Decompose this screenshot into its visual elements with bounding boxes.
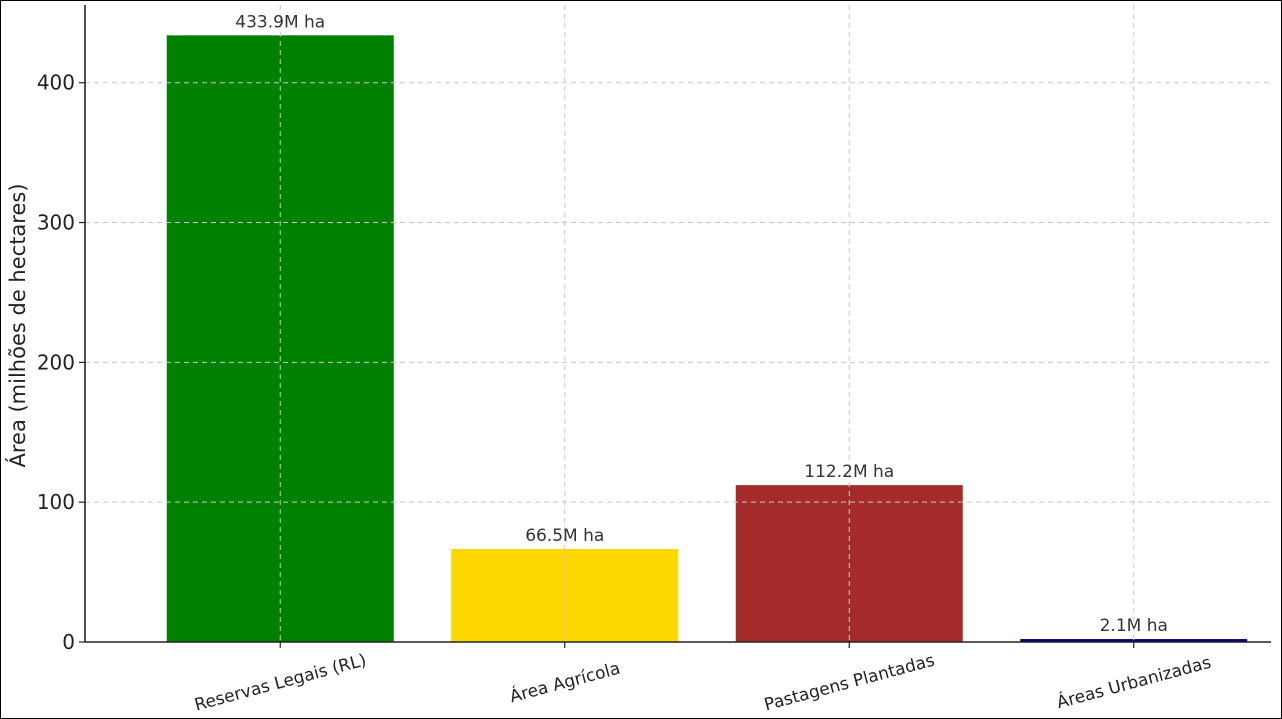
y-tick-label-1: 100 <box>37 490 75 514</box>
bar-3 <box>1020 639 1248 642</box>
data-label-2: 112.2M ha <box>804 462 894 482</box>
y-tick-label-2: 200 <box>37 350 75 374</box>
data-label-3: 2.1M ha <box>1100 616 1168 636</box>
data-label-1: 66.5M ha <box>525 526 604 546</box>
y-tick-label-3: 300 <box>37 211 75 235</box>
grid-layer <box>85 5 1271 642</box>
x-tick-label-0: Reservas Legais (RL) <box>192 650 368 715</box>
x-tick-label-1: Área Agrícola <box>507 657 622 708</box>
axes-layer <box>79 5 1271 648</box>
y-tick-label-0: 0 <box>62 630 75 654</box>
y-axis-title: Área (milhões de hectares) <box>5 183 30 467</box>
x-tick-label-3: Áreas Urbanizadas <box>1054 651 1213 713</box>
y-tick-label-4: 400 <box>37 71 75 95</box>
x-tick-label-2: Pastagens Plantadas <box>762 651 937 716</box>
bars-layer <box>166 35 1248 643</box>
data-label-0: 433.9M ha <box>235 12 325 32</box>
